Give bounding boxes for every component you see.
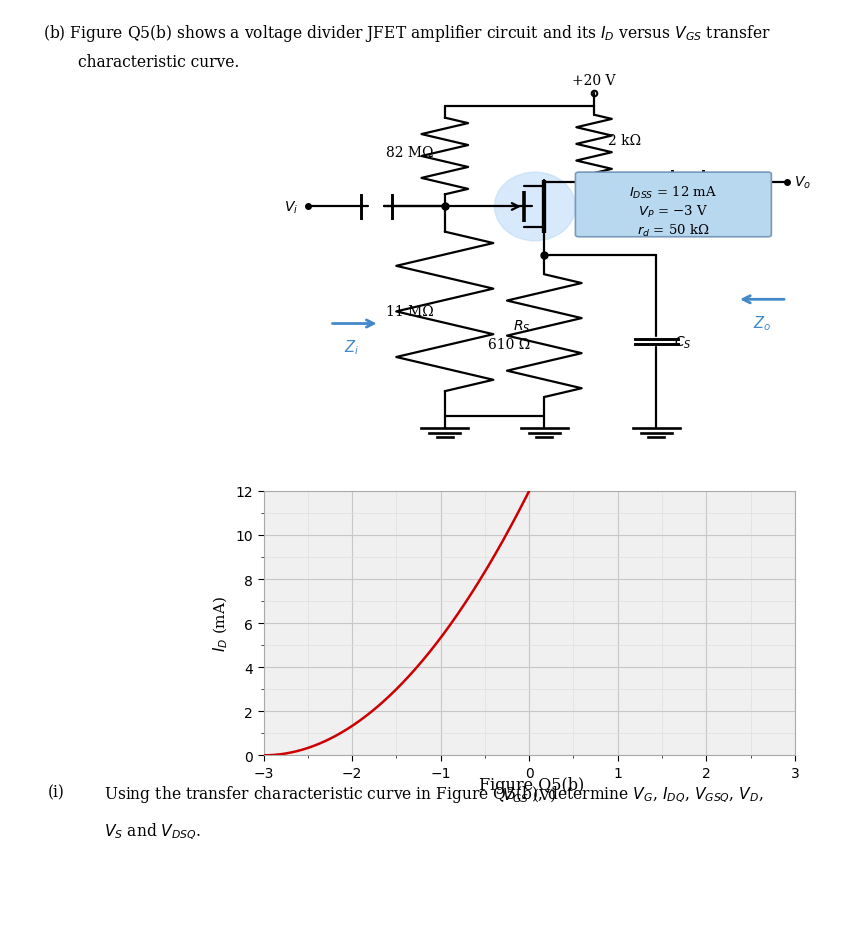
Text: $V_P$ = −3 V: $V_P$ = −3 V — [638, 204, 708, 220]
Text: characteristic curve.: characteristic curve. — [78, 54, 239, 70]
Text: (b) Figure Q5(b) shows a voltage divider JFET amplifier circuit and its $I_D$ ve: (b) Figure Q5(b) shows a voltage divider… — [43, 23, 772, 44]
Text: 11 MΩ: 11 MΩ — [386, 305, 434, 319]
Text: 2 kΩ: 2 kΩ — [607, 133, 641, 147]
Text: $Z_i$: $Z_i$ — [344, 338, 359, 357]
Text: $C_S$: $C_S$ — [674, 334, 691, 350]
X-axis label: $V_{GS}$ (V): $V_{GS}$ (V) — [502, 785, 556, 804]
Text: (i): (i) — [48, 783, 65, 800]
Text: $V_o$: $V_o$ — [794, 175, 811, 191]
Text: Figure Q5(b): Figure Q5(b) — [479, 776, 584, 793]
Text: $R_S$: $R_S$ — [513, 318, 530, 335]
Text: 82 MΩ: 82 MΩ — [386, 146, 434, 159]
Text: $Z_o$: $Z_o$ — [753, 314, 771, 333]
Text: Using the transfer characteristic curve in Figure Q5(b), determine $V_G$, $I_{DQ: Using the transfer characteristic curve … — [104, 783, 763, 805]
Text: +20 V: +20 V — [572, 74, 616, 88]
Y-axis label: $I_D$ (mA): $I_D$ (mA) — [212, 595, 230, 652]
FancyBboxPatch shape — [575, 173, 772, 237]
Text: $I_{DSS}$ = 12 mA: $I_{DSS}$ = 12 mA — [629, 185, 717, 201]
Text: $r_d$ = 50 kΩ: $r_d$ = 50 kΩ — [637, 222, 709, 238]
Text: $V_S$ and $V_{DSQ}$.: $V_S$ and $V_{DSQ}$. — [104, 820, 201, 841]
Text: 610 Ω: 610 Ω — [488, 337, 530, 351]
Text: $V_i$: $V_i$ — [284, 199, 299, 215]
Ellipse shape — [494, 173, 575, 242]
